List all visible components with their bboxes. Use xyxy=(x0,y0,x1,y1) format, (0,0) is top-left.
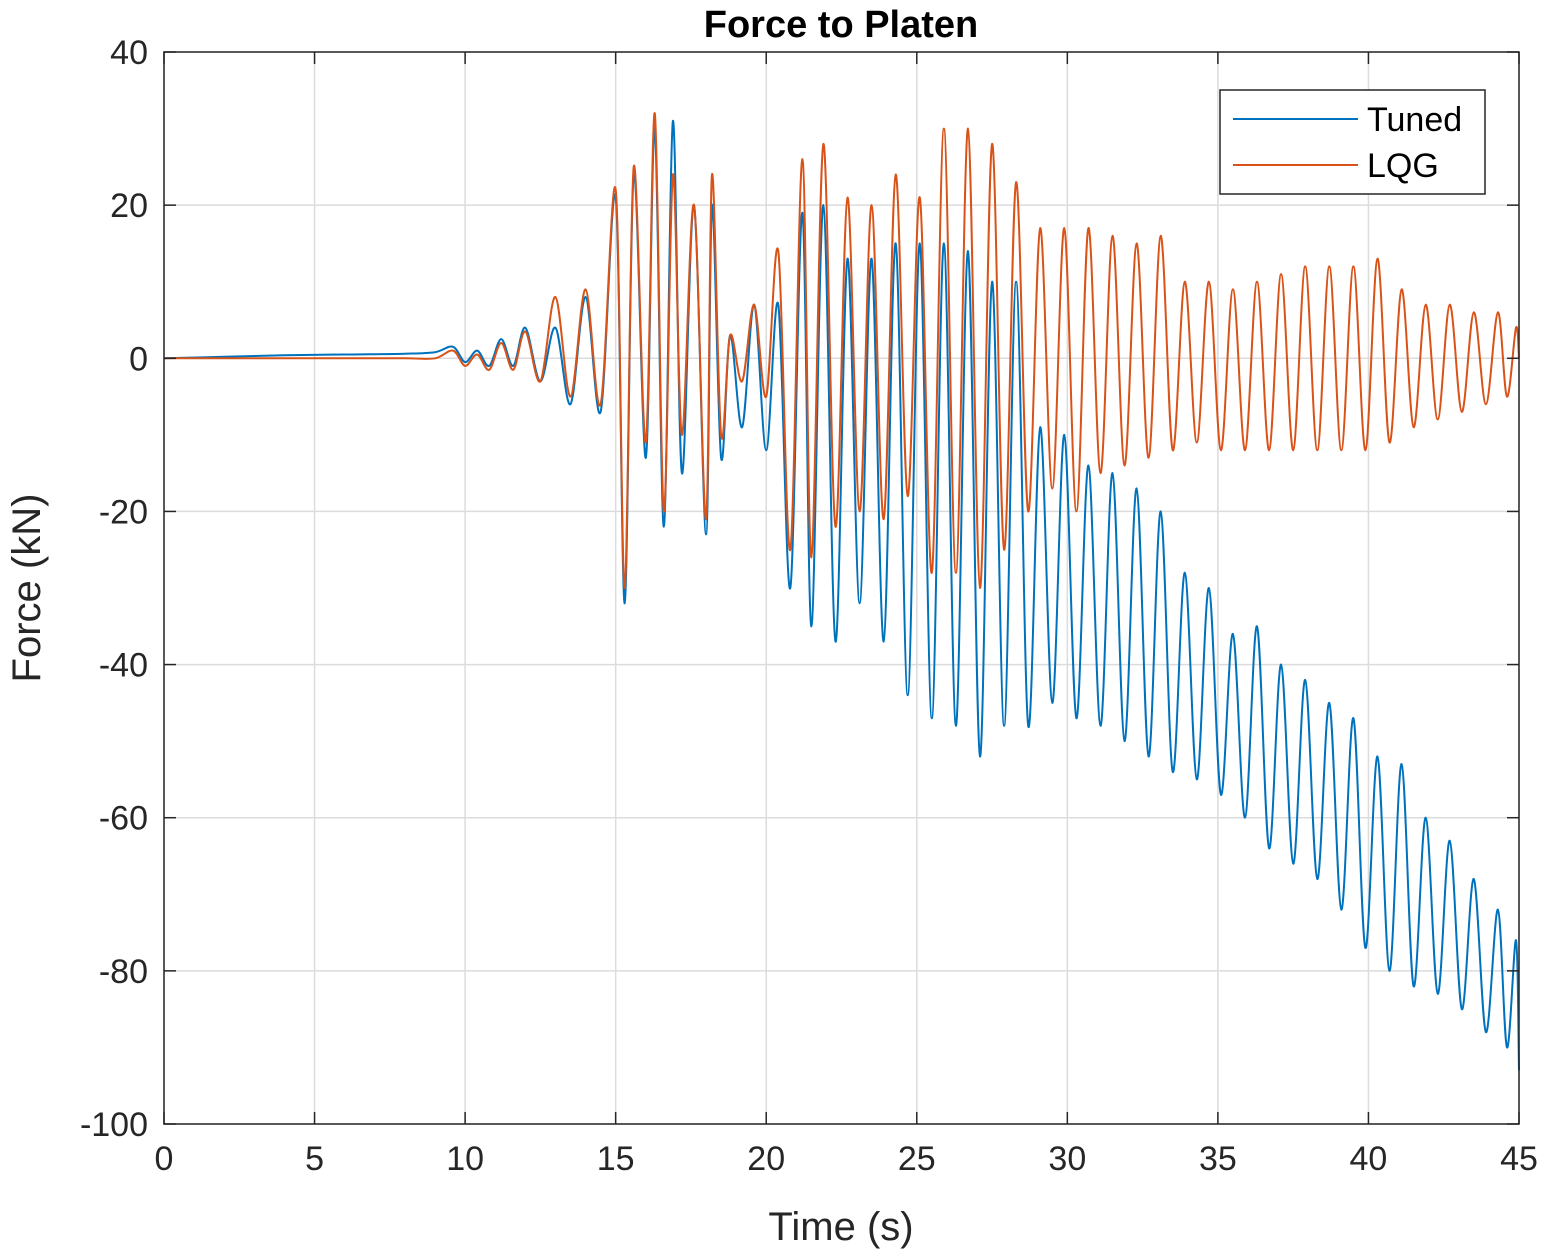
series-line-lqg xyxy=(163,112,1520,590)
series-layer xyxy=(163,112,1520,1071)
x-tick-label: 30 xyxy=(1048,1140,1086,1178)
legend-label-tuned: Tuned xyxy=(1367,101,1462,139)
y-tick-label: -100 xyxy=(80,1106,148,1144)
x-tick-label: 0 xyxy=(155,1140,174,1178)
legend-label-lqg: LQG xyxy=(1367,147,1439,185)
x-tick-label: 40 xyxy=(1350,1140,1388,1178)
y-tick-label: -20 xyxy=(99,493,148,531)
x-tick-label: 35 xyxy=(1199,1140,1237,1178)
legend: Tuned LQG xyxy=(1219,89,1486,195)
x-tick-label: 15 xyxy=(597,1140,635,1178)
y-tick-label: 40 xyxy=(110,34,148,72)
y-tick-label: -40 xyxy=(99,647,148,685)
y-tick-label: -60 xyxy=(99,800,148,838)
x-tick-labels: 0 5 10 15 20 25 30 35 40 45 xyxy=(155,1140,1538,1178)
y-axis-title: Force (kN) xyxy=(5,494,49,683)
y-tick-labels: 40 20 0 -20 -40 -60 -80 -100 xyxy=(80,34,148,1144)
x-tick-label: 5 xyxy=(305,1140,324,1178)
x-tick-label: 10 xyxy=(446,1140,484,1178)
x-tick-label: 20 xyxy=(747,1140,785,1178)
y-tick-label: 0 xyxy=(129,340,148,378)
chart-title: Force to Platen xyxy=(704,4,979,46)
x-tick-label: 25 xyxy=(898,1140,936,1178)
y-tick-label: 20 xyxy=(110,187,148,225)
legend-box xyxy=(1219,89,1486,195)
axes-box xyxy=(163,51,1520,1125)
x-tick-label: 45 xyxy=(1500,1140,1538,1178)
x-axis-title: Time (s) xyxy=(768,1205,913,1249)
tick-marks xyxy=(163,51,1520,1125)
plot-area xyxy=(164,52,1519,1124)
y-tick-label: -80 xyxy=(99,953,148,991)
